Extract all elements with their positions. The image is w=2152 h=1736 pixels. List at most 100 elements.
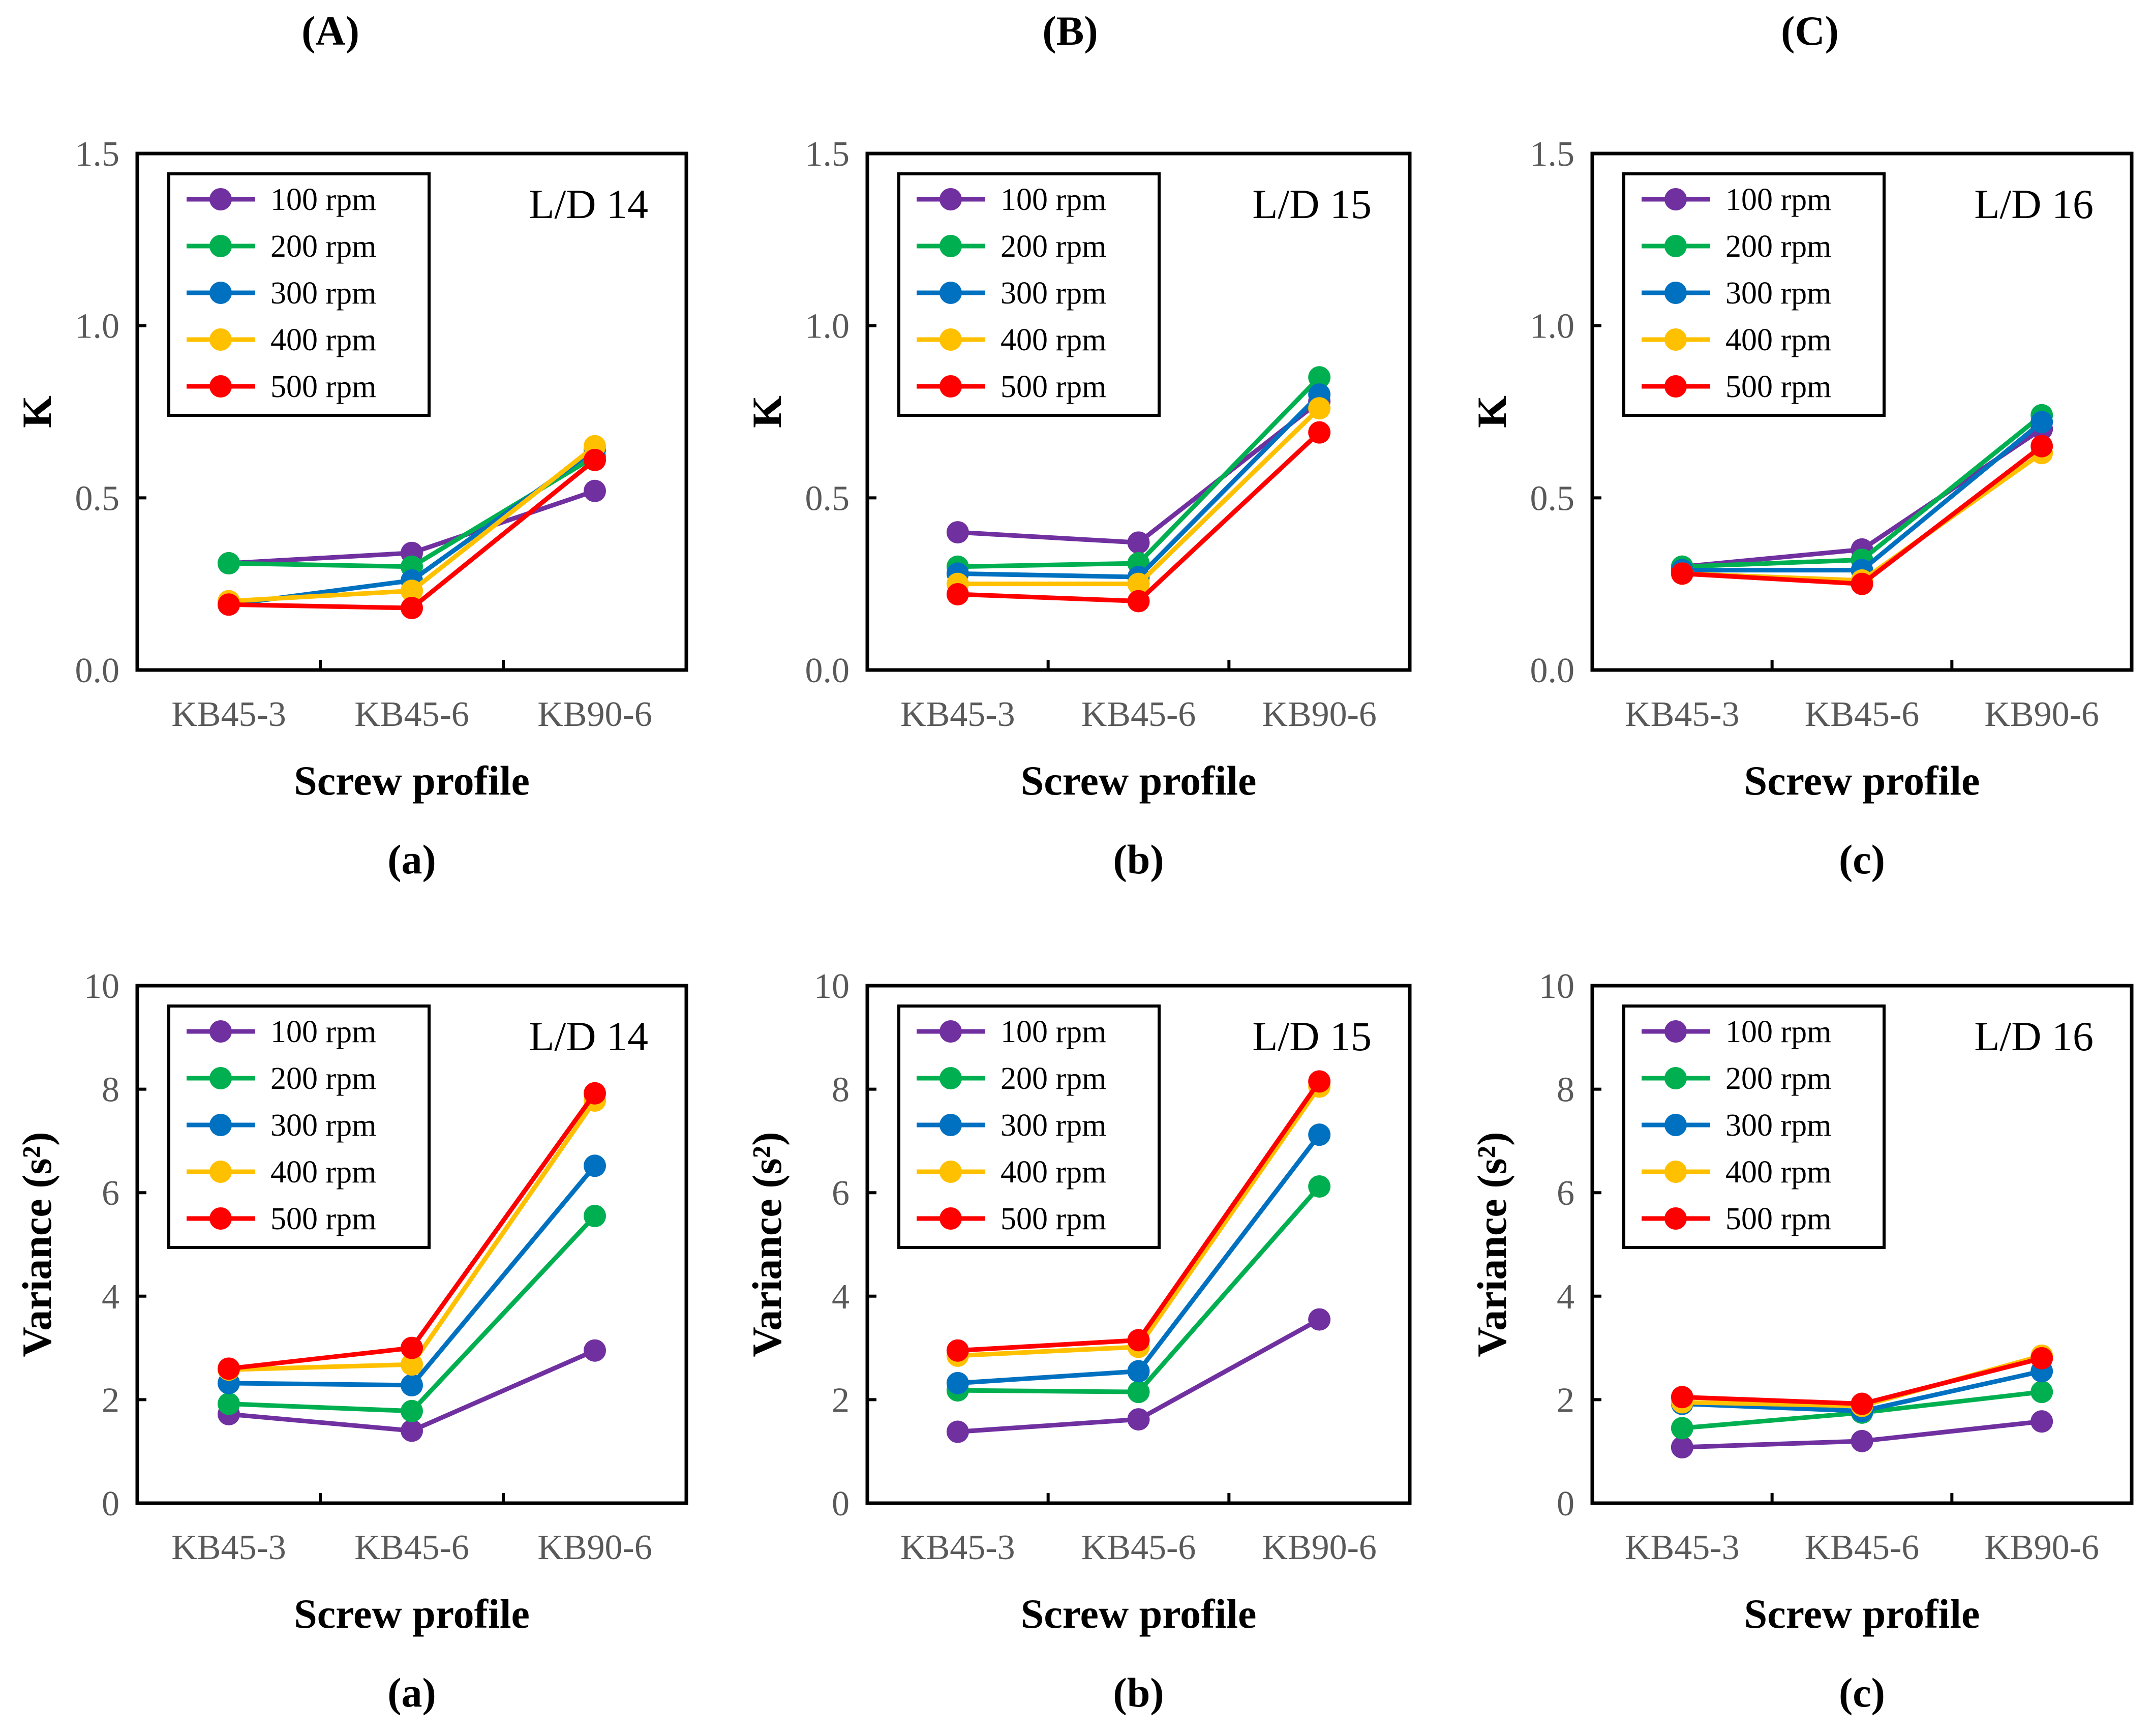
y-axis-label: K — [14, 395, 60, 428]
x-tick-label: KB90-6 — [1984, 695, 2099, 734]
column-header-c: (C) — [1781, 8, 1839, 54]
data-point — [218, 1357, 240, 1380]
data-point — [946, 1420, 969, 1443]
panel-label: (a) — [387, 1669, 436, 1716]
x-tick-label: KB45-3 — [171, 695, 286, 734]
y-tick-label: 0 — [1557, 1484, 1574, 1524]
y-tick-label: 0 — [832, 1484, 850, 1524]
y-tick-label: 0.0 — [1530, 651, 1575, 690]
data-point — [1308, 366, 1331, 389]
legend-label: 300 rpm — [270, 276, 376, 311]
data-point — [1671, 1417, 1693, 1440]
legend-label: 400 rpm — [1001, 323, 1106, 357]
data-point — [401, 1419, 423, 1442]
legend-label: 100 rpm — [1725, 182, 1831, 217]
y-tick-label: 1.0 — [75, 307, 120, 346]
legend-marker — [1664, 375, 1687, 398]
legend-marker — [209, 1161, 232, 1183]
legend-marker — [1664, 282, 1687, 304]
panel-label: (b) — [1113, 836, 1164, 882]
y-tick-label: 4 — [832, 1277, 850, 1317]
x-axis-label: Screw profile — [1021, 757, 1257, 804]
legend-box — [1622, 1004, 1886, 1249]
y-tick-label: 2 — [1557, 1381, 1574, 1420]
legend-label: 300 rpm — [1001, 1108, 1106, 1143]
legend-box — [897, 1004, 1161, 1249]
y-axis-label: Variance (s²) — [1469, 1132, 1515, 1357]
legend-label: 300 rpm — [1725, 276, 1831, 311]
y-tick-label: 0.5 — [1530, 479, 1575, 518]
data-point — [584, 448, 606, 471]
y-tick-label: 8 — [1557, 1071, 1574, 1110]
data-point — [218, 593, 240, 616]
y-axis-label: Variance (s²) — [744, 1132, 790, 1357]
legend-label: 400 rpm — [1725, 323, 1831, 357]
chart-title: L/D 14 — [529, 1013, 648, 1059]
legend-marker — [209, 235, 232, 257]
chart-title: L/D 14 — [529, 181, 648, 227]
legend-marker — [209, 1020, 232, 1043]
legend-marker — [1664, 1207, 1687, 1230]
y-tick-label: 4 — [102, 1277, 119, 1317]
data-point — [2030, 411, 2053, 434]
data-point — [1851, 572, 1873, 595]
data-point — [946, 1372, 969, 1394]
data-point — [1308, 1070, 1331, 1093]
y-tick-label: 10 — [814, 967, 850, 1006]
x-axis-label: Screw profile — [294, 1591, 530, 1637]
legend-label: 200 rpm — [1725, 1061, 1831, 1096]
legend-label: 200 rpm — [270, 229, 376, 264]
x-axis-label: Screw profile — [1021, 1591, 1257, 1637]
x-tick-label: KB45-3 — [900, 695, 1015, 734]
legend-marker — [939, 375, 962, 398]
legend-label: 100 rpm — [1725, 1015, 1831, 1049]
legend-marker — [209, 1067, 232, 1089]
legend-label: 500 rpm — [1725, 370, 1831, 404]
data-point — [1671, 1386, 1693, 1409]
data-point — [1127, 1381, 1150, 1404]
panel-label: (c) — [1839, 1669, 1885, 1716]
legend-marker — [1664, 1161, 1687, 1183]
legend-label: 500 rpm — [1725, 1202, 1831, 1236]
x-tick-label: KB45-6 — [1805, 695, 1920, 734]
data-point — [1308, 397, 1331, 420]
x-tick-label: KB45-6 — [354, 695, 469, 734]
legend-marker — [939, 1020, 962, 1043]
data-point — [1127, 1408, 1150, 1431]
legend-label: 200 rpm — [1001, 1061, 1106, 1096]
y-tick-label: 1.0 — [1530, 307, 1575, 346]
data-point — [401, 597, 423, 620]
legend-label: 400 rpm — [1725, 1155, 1831, 1190]
y-tick-label: 8 — [102, 1071, 119, 1110]
y-tick-label: 10 — [1539, 967, 1574, 1006]
x-axis-label: Screw profile — [294, 757, 530, 804]
y-tick-label: 0 — [102, 1484, 119, 1524]
data-point — [584, 1205, 606, 1228]
y-axis-label: K — [744, 395, 790, 428]
legend-label: 300 rpm — [270, 1108, 376, 1143]
data-point — [401, 1399, 423, 1422]
data-point — [1308, 1175, 1331, 1198]
legend-label: 200 rpm — [1001, 229, 1106, 264]
plot-frame — [135, 151, 688, 672]
legend-marker — [1664, 1114, 1687, 1136]
x-tick-label: KB45-3 — [1625, 695, 1740, 734]
data-point — [584, 1154, 606, 1177]
y-tick-label: 0.0 — [805, 651, 850, 690]
x-tick-label: KB45-6 — [1081, 1528, 1196, 1567]
data-point — [1127, 1329, 1150, 1352]
legend-label: 500 rpm — [270, 370, 376, 404]
data-point — [1671, 562, 1693, 585]
y-tick-label: 10 — [84, 967, 119, 1006]
data-point — [1851, 1392, 1873, 1415]
legend-marker — [209, 282, 232, 304]
x-axis-label: Screw profile — [1744, 757, 1980, 804]
x-tick-label: KB45-3 — [171, 1528, 286, 1567]
legend-marker — [1664, 328, 1687, 351]
data-point — [1127, 590, 1150, 613]
x-tick-label: KB90-6 — [1262, 695, 1377, 734]
